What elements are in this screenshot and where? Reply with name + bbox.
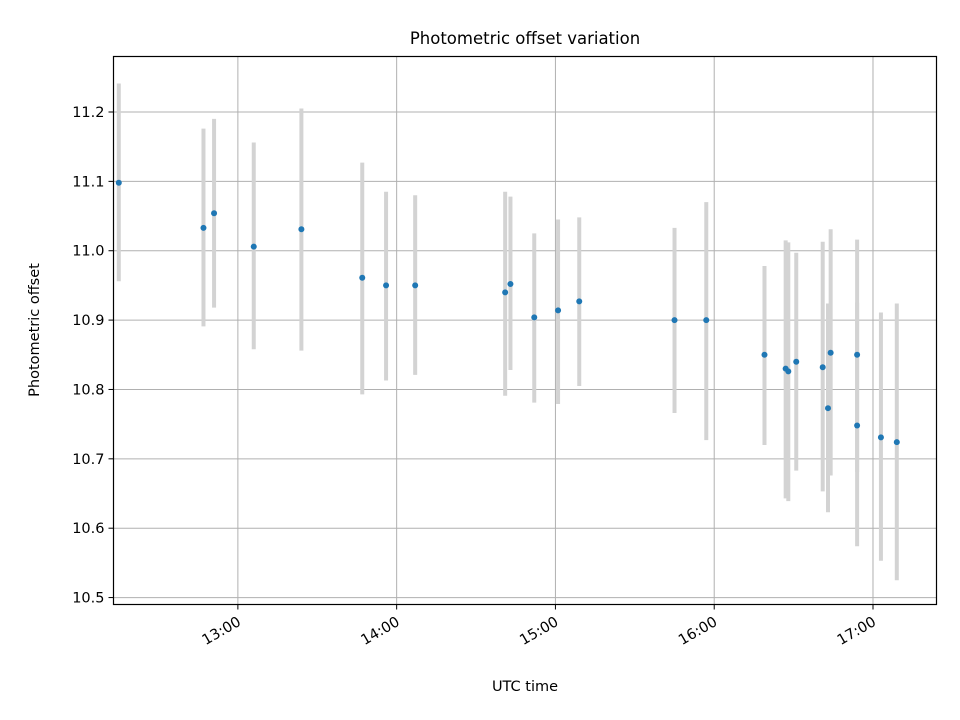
y-tick-label: 10.5	[72, 591, 104, 607]
y-tick-label: 11.1	[72, 174, 104, 190]
data-point	[502, 289, 509, 296]
data-point	[531, 314, 538, 321]
data-point	[555, 307, 562, 314]
data-point	[825, 405, 832, 412]
data-point	[576, 298, 583, 305]
data-point	[877, 434, 884, 441]
y-tick-label: 11.0	[72, 244, 104, 260]
data-point	[671, 317, 678, 324]
y-tick-label: 10.7	[72, 452, 104, 468]
data-point	[893, 439, 900, 446]
y-axis-ticks: 10.5 10.6 10.7 10.8 10.9 11.0 11.1 11.2	[72, 105, 114, 607]
data-points	[115, 179, 900, 446]
data-point	[761, 351, 768, 358]
data-point	[819, 364, 826, 371]
data-point	[827, 349, 834, 356]
data-point	[703, 317, 710, 324]
x-axis-label: UTC time	[492, 679, 558, 695]
y-axis-label: Photometric offset	[27, 263, 43, 397]
data-point	[854, 351, 861, 358]
data-point	[298, 226, 305, 233]
data-point	[785, 368, 792, 375]
grid	[113, 56, 937, 605]
data-point	[115, 179, 122, 186]
data-point	[412, 282, 419, 289]
data-point	[854, 422, 861, 429]
data-point	[200, 224, 207, 231]
data-point	[793, 358, 800, 365]
y-tick-label: 10.9	[72, 313, 104, 329]
data-point	[250, 243, 257, 250]
data-point	[359, 274, 366, 281]
data-point	[383, 282, 390, 289]
y-tick-label: 10.6	[72, 521, 104, 537]
data-point	[507, 281, 514, 288]
data-point	[211, 210, 218, 217]
chart-title: Photometric offset variation	[410, 29, 640, 48]
y-tick-label: 10.8	[72, 382, 104, 398]
y-tick-label: 11.2	[72, 105, 104, 121]
plot-frame	[112, 55, 938, 606]
